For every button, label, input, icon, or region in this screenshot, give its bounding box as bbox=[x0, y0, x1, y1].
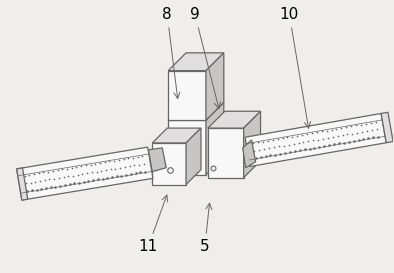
Polygon shape bbox=[168, 120, 206, 175]
Text: 9: 9 bbox=[190, 7, 220, 108]
Polygon shape bbox=[208, 111, 260, 128]
Text: 8: 8 bbox=[162, 7, 180, 99]
Polygon shape bbox=[243, 140, 256, 168]
Polygon shape bbox=[208, 128, 243, 177]
Polygon shape bbox=[206, 102, 224, 175]
Polygon shape bbox=[152, 143, 186, 185]
Polygon shape bbox=[206, 53, 224, 120]
Text: 10: 10 bbox=[280, 7, 310, 128]
Polygon shape bbox=[245, 114, 386, 167]
Polygon shape bbox=[149, 148, 166, 172]
Polygon shape bbox=[17, 147, 153, 200]
Polygon shape bbox=[186, 128, 201, 185]
Text: 5: 5 bbox=[200, 203, 212, 254]
Polygon shape bbox=[168, 102, 224, 120]
Polygon shape bbox=[243, 111, 260, 177]
Text: 11: 11 bbox=[139, 195, 168, 254]
Polygon shape bbox=[168, 53, 224, 71]
Polygon shape bbox=[168, 71, 206, 120]
Polygon shape bbox=[152, 128, 201, 143]
Polygon shape bbox=[17, 168, 28, 200]
Polygon shape bbox=[381, 112, 393, 143]
